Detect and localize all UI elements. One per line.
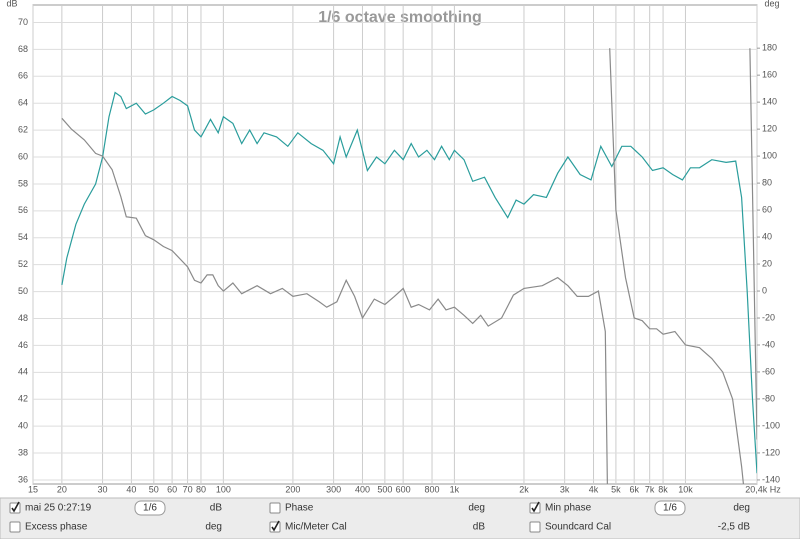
control-label: Mic/Meter Cal <box>285 522 347 533</box>
y-tick-label: 56 <box>18 205 28 215</box>
x-tick-label: 200 <box>285 484 300 494</box>
x-tick-label: 300 <box>326 484 341 494</box>
y-tick-label: 36 <box>18 474 28 484</box>
smoothing-value: 1/6 <box>143 503 157 514</box>
control-label: mai 25 0:27:19 <box>25 503 92 514</box>
smoothing-box[interactable] <box>654 500 686 516</box>
y2-tick-label: -20 <box>762 312 775 322</box>
checkmark <box>11 501 20 513</box>
x-tick-label: 8k <box>658 484 668 494</box>
y-tick-label: 58 <box>18 178 28 188</box>
y2-axis-label: deg <box>764 0 779 8</box>
control-label: Soundcard Cal <box>545 522 611 533</box>
y-tick-label: 54 <box>18 232 28 242</box>
x-tick-label: 6k <box>629 484 639 494</box>
x-tick-label: 70 <box>183 484 193 494</box>
x-tick-label: 40 <box>126 484 136 494</box>
y2-tick-label: 160 <box>762 70 777 80</box>
y-tick-label: 40 <box>18 421 28 431</box>
y2-tick-label: -60 <box>762 366 775 376</box>
y-tick-label: 64 <box>18 98 28 108</box>
y2-tick-label: -140 <box>762 474 780 484</box>
series-line <box>61 91 757 474</box>
x-tick-label: 20,4k Hz <box>745 484 781 494</box>
x-tick-label: 30 <box>98 484 108 494</box>
x-tick-label: 4k <box>589 484 599 494</box>
chart-title: 1/6 octave smoothing <box>318 9 482 26</box>
control-unit: dB <box>473 522 486 533</box>
checkbox[interactable] <box>269 502 281 514</box>
y2-tick-label: 180 <box>762 43 777 53</box>
y-tick-label: 52 <box>18 259 28 269</box>
y2-tick-label: 100 <box>762 150 777 160</box>
x-tick-label: 1k <box>450 484 460 494</box>
y-tick-label: 38 <box>18 447 28 457</box>
x-tick-label: 5k <box>611 484 621 494</box>
x-tick-label: 10k <box>678 484 693 494</box>
y-tick-label: 46 <box>18 340 28 350</box>
x-tick-label: 100 <box>216 484 231 494</box>
checkmark <box>531 501 540 513</box>
y-tick-label: 70 <box>18 17 28 27</box>
y2-tick-label: -40 <box>762 339 775 349</box>
y2-tick-label: 60 <box>762 204 772 214</box>
y-tick-label: 66 <box>18 71 28 81</box>
smoothing-box[interactable] <box>134 500 166 516</box>
y2-tick-label: 0 <box>762 285 767 295</box>
y2-tick-label: 140 <box>762 97 777 107</box>
control-unit: deg <box>733 503 750 514</box>
y-tick-label: 68 <box>18 44 28 54</box>
checkmark <box>271 520 280 532</box>
control-unit: dB <box>210 503 223 514</box>
x-tick-label: 400 <box>355 484 370 494</box>
x-tick-label: 600 <box>396 484 411 494</box>
y2-tick-label: -80 <box>762 393 775 403</box>
y-tick-label: 44 <box>18 367 28 377</box>
x-tick-label: 20 <box>57 484 67 494</box>
x-tick-label: 80 <box>196 484 206 494</box>
x-tick-label: 50 <box>149 484 159 494</box>
y2-tick-label: 80 <box>762 177 772 187</box>
plot-frame <box>32 4 758 485</box>
y-tick-label: 50 <box>18 286 28 296</box>
x-tick-label: 2k <box>519 484 529 494</box>
control-label: Excess phase <box>25 522 88 533</box>
y2-tick-label: -120 <box>762 447 780 457</box>
x-tick-label: 7k <box>645 484 655 494</box>
y2-tick-label: -100 <box>762 420 780 430</box>
control-unit: deg <box>205 522 222 533</box>
x-tick-label: 60 <box>167 484 177 494</box>
x-tick-label: 3k <box>560 484 570 494</box>
y-tick-label: 60 <box>18 151 28 161</box>
y-tick-label: 48 <box>18 313 28 323</box>
control-unit: -2,5 dB <box>718 522 751 533</box>
smoothing-value: 1/6 <box>663 503 677 514</box>
control-label: Phase <box>285 503 314 514</box>
series-line <box>61 48 757 484</box>
checkbox[interactable] <box>9 521 21 533</box>
y2-tick-label: 20 <box>762 258 772 268</box>
y2-tick-label: 40 <box>762 231 772 241</box>
x-tick-label: 800 <box>425 484 440 494</box>
x-tick-label: 500 <box>377 484 392 494</box>
y-axis-label: dB <box>6 0 17 8</box>
x-tick-label: 15 <box>28 484 38 494</box>
control-unit: deg <box>468 503 485 514</box>
y-tick-label: 42 <box>18 394 28 404</box>
y2-tick-label: 120 <box>762 124 777 134</box>
checkbox[interactable] <box>529 521 541 533</box>
y-tick-label: 62 <box>18 125 28 135</box>
control-label: Min phase <box>545 503 592 514</box>
